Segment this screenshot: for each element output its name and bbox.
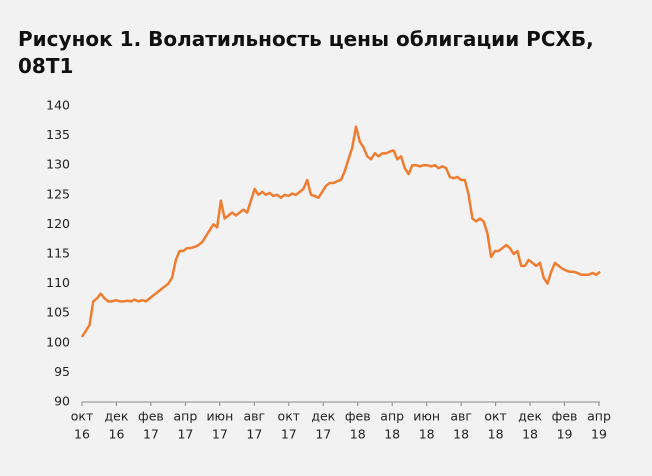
y-tick-label: 130 (46, 157, 70, 172)
line (80, 125, 601, 338)
y-tick-label: 110 (46, 275, 70, 290)
x-tick-label: окт (484, 409, 506, 424)
x-tick-label: 17 (212, 427, 228, 442)
x-tick-label: 16 (74, 427, 90, 442)
x-tick-label: июн (206, 409, 233, 424)
x-tick-label: 17 (315, 427, 331, 442)
x-tick-label: апр (174, 409, 198, 424)
x-tick-label: 17 (246, 427, 262, 442)
x-tick-label: 18 (522, 427, 538, 442)
chart-title: 08T1 (18, 54, 73, 78)
y-tick-label: 105 (46, 305, 70, 320)
y-tick-label: 90 (54, 394, 70, 409)
x-tick-label: дек (311, 409, 335, 424)
x-tick-label: апр (587, 409, 611, 424)
x-tick-label: окт (71, 409, 93, 424)
y-tick-label: 125 (46, 186, 70, 201)
x-tick-label: 18 (419, 427, 435, 442)
x-tick-label: 19 (557, 427, 573, 442)
x-tick-label: 18 (384, 427, 400, 442)
x-tick-label: 17 (281, 427, 297, 442)
x-tick-label: окт (278, 409, 300, 424)
y-tick-label: 95 (54, 364, 70, 379)
x-tick-label: апр (380, 409, 404, 424)
x-tick-label: авг (244, 409, 266, 424)
x-tick-label: 17 (177, 427, 193, 442)
x-tick-label: 17 (143, 427, 159, 442)
x-tick-label: дек (518, 409, 542, 424)
y-tick-label: 120 (46, 216, 70, 231)
x-tick-label: июн (413, 409, 440, 424)
x-tick-label: авг (450, 409, 472, 424)
x-tick-label: дек (105, 409, 129, 424)
x-tick-label: 16 (109, 427, 125, 442)
y-tick-label: 140 (46, 98, 70, 113)
x-tick-label: фев (345, 409, 371, 424)
x-tick-label: 19 (591, 427, 607, 442)
y-tick-label: 100 (46, 334, 70, 349)
x-tick-label: 18 (453, 427, 469, 442)
x-tick-label: 18 (488, 427, 504, 442)
y-tick-label: 115 (46, 246, 70, 261)
chart-title: Рисунок 1. Волатильность цены облигации … (18, 27, 594, 51)
x-tick-label: 18 (350, 427, 366, 442)
x-tick-label: фев (552, 409, 578, 424)
x-tick-label: фев (138, 409, 164, 424)
y-tick-label: 135 (46, 127, 70, 142)
